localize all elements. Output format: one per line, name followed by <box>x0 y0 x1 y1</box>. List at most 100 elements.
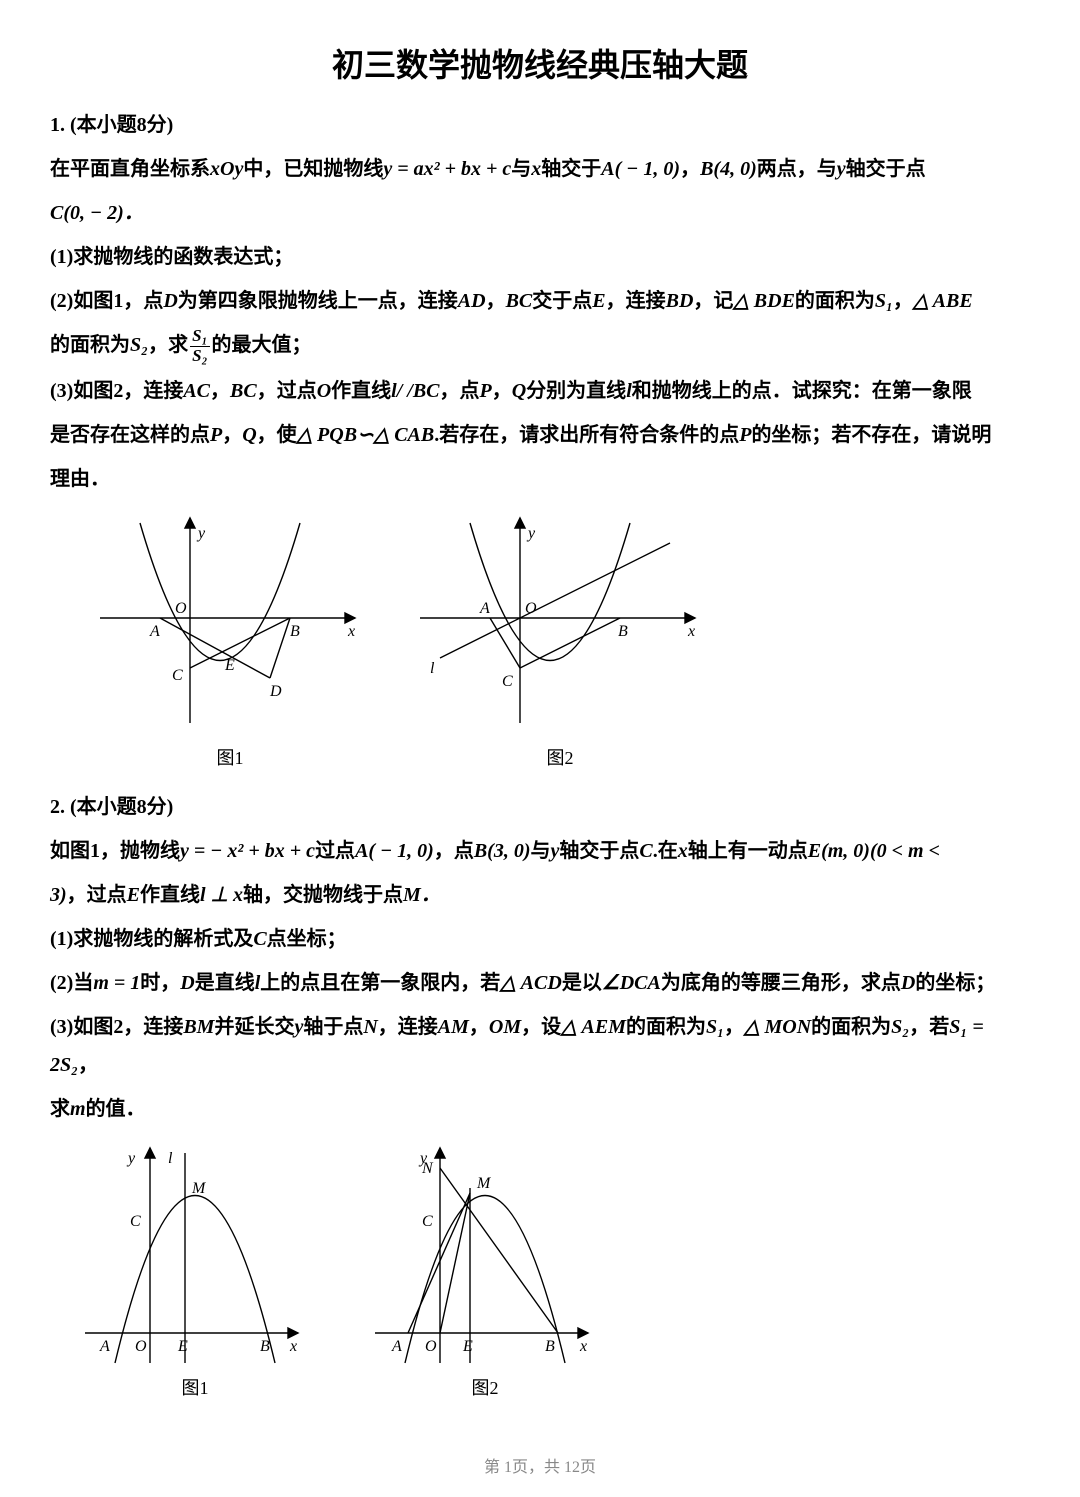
math: E <box>592 290 605 312</box>
lbl-A: A <box>391 1338 402 1355</box>
text: 在平面直角坐标系 <box>50 158 210 180</box>
lbl-l: l <box>168 1150 173 1167</box>
math: S₂ <box>891 1016 909 1038</box>
q1-sub1: (1)求抛物线的函数表达式； <box>50 238 1030 276</box>
math: △ ABE <box>913 290 973 312</box>
text: 如图1，抛物线 <box>50 840 180 862</box>
text: ， <box>486 290 506 312</box>
text: 时， <box>140 972 180 994</box>
axis-y: y <box>126 1150 136 1167</box>
q2-sub3-l1: (3)如图2，连接BM并延长交y轴于点N，连接AM，OM，设△ AEM的面积为S… <box>50 1008 1030 1084</box>
math: △ BDE <box>733 290 795 312</box>
lbl-C: C <box>172 667 183 684</box>
math: m = 1 <box>93 972 140 994</box>
text: 中，已知抛物线 <box>243 158 383 180</box>
axis-x: x <box>579 1338 587 1355</box>
math: xOy <box>210 158 243 180</box>
text: 轴于点 <box>303 1016 363 1038</box>
math: △ MON <box>744 1016 811 1038</box>
text: 点坐标； <box>267 928 347 950</box>
text: ， <box>210 380 230 402</box>
math: P <box>480 380 492 402</box>
lbl-D: D <box>269 683 282 700</box>
q2-stem-1: 如图1，抛物线y = − x² + bx + c过点A( − 1, 0)，点B(… <box>50 832 1030 870</box>
text: 作直线 <box>140 884 200 906</box>
text: 的坐标；若不存在，请说明 <box>751 424 991 446</box>
math: BC <box>230 380 257 402</box>
q1-sub2-l2: 的面积为S₂，求S₁S₂的最大值； <box>50 326 1030 366</box>
math: D <box>901 972 915 994</box>
text: .若存在，请求出所有符合条件的点 <box>434 424 739 446</box>
text: 轴上有一动点 <box>688 840 808 862</box>
lbl-E: E <box>177 1338 188 1355</box>
text: 的坐标； <box>915 972 995 994</box>
lbl-O: O <box>135 1338 147 1355</box>
math: S₁ <box>706 1016 724 1038</box>
text: 的值． <box>86 1098 146 1120</box>
q2-fig1-svg: y x O A B C E M l <box>80 1138 310 1368</box>
axis-y: y <box>196 525 206 542</box>
lbl-B: B <box>545 1338 555 1355</box>
math: C <box>639 840 652 862</box>
math: y <box>294 1016 303 1038</box>
text: (3)如图2，连接 <box>50 1016 183 1038</box>
math: P <box>739 424 751 446</box>
lbl-E: E <box>224 657 235 674</box>
text: ， <box>680 158 700 180</box>
math: AD <box>458 290 486 312</box>
text: 的面积为 <box>50 334 130 356</box>
axis-x: x <box>687 623 695 640</box>
math: △ ACD <box>500 972 562 994</box>
lbl-A: A <box>149 623 160 640</box>
text: (1)求抛物线的解析式及 <box>50 928 253 950</box>
math: / /BC <box>397 380 440 402</box>
text: ， <box>724 1016 744 1038</box>
lbl-C: C <box>422 1213 433 1230</box>
fraction: S₁S₂ <box>190 327 209 365</box>
text: 轴交于点 <box>846 158 926 180</box>
text: (2)当 <box>50 972 93 994</box>
q1-fig2: y x O A B C l 图2 <box>410 508 710 770</box>
lbl-M: M <box>191 1180 207 1197</box>
text: ，若 <box>909 1016 949 1038</box>
math: l ⊥ x <box>200 884 243 906</box>
q2-fig1: y x O A B C E M l 图1 <box>80 1138 310 1400</box>
q2-figures: y x O A B C E M l 图1 <box>80 1138 1030 1400</box>
text: 和抛物线上的点．试探究：在第一象限 <box>632 380 972 402</box>
text: 上的点且在第一象限内，若 <box>260 972 500 994</box>
q2-heading: 2. (本小题8分) <box>50 788 1030 826</box>
math: A( − 1, 0) <box>601 158 680 180</box>
q1-fig2-cap: 图2 <box>410 744 710 770</box>
math: S₁ <box>875 290 893 312</box>
lbl-N: N <box>421 1160 434 1177</box>
math: B(3, 0) <box>474 840 531 862</box>
math: ∠DCA <box>602 972 661 994</box>
math: BC <box>506 290 533 312</box>
math: BM <box>183 1016 214 1038</box>
math: x <box>531 158 541 180</box>
q1-fig1-cap: 图1 <box>90 744 370 770</box>
q1-sub3-l3: 理由． <box>50 460 1030 498</box>
text: (2)如图1，点 <box>50 290 163 312</box>
math: m <box>70 1098 86 1120</box>
math: AM <box>438 1016 469 1038</box>
math: BD <box>666 290 694 312</box>
text: 的面积为 <box>795 290 875 312</box>
lbl-l: l <box>430 660 435 677</box>
axis-x: x <box>289 1338 297 1355</box>
frac-den: S₂ <box>190 347 209 366</box>
axis-x: x <box>347 623 355 640</box>
page-title: 初三数学抛物线经典压轴大题 <box>50 40 1030 86</box>
frac-num: S₁ <box>190 327 209 347</box>
math: M． <box>403 884 441 906</box>
math: y = ax² + bx + c <box>383 158 511 180</box>
text: 过点 <box>315 840 355 862</box>
q2-fig2-svg: y x O A B C E M N <box>370 1138 600 1368</box>
q2-fig1-cap: 图1 <box>80 1374 310 1400</box>
text: 是直线 <box>195 972 255 994</box>
text: ，点 <box>440 380 480 402</box>
lbl-B: B <box>260 1338 270 1355</box>
text: 与 <box>531 840 551 862</box>
q1-stem-1: 在平面直角坐标系xOy中，已知抛物线y = ax² + bx + c与x轴交于A… <box>50 150 1030 188</box>
math: OM <box>489 1016 521 1038</box>
